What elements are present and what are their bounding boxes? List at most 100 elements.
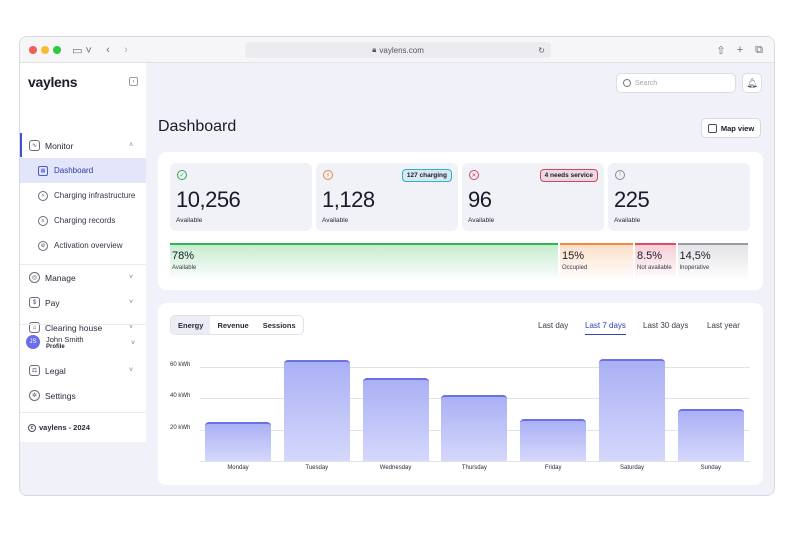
error-icon: ✕ — [469, 170, 479, 180]
charger-icon: ⚡︎ — [38, 191, 48, 201]
gear-icon: ✲ — [29, 390, 40, 401]
sidebar-item-pay[interactable]: $ Pay ˅ — [20, 291, 146, 314]
search-placeholder: Search — [635, 79, 658, 87]
stat-value: 96 — [468, 187, 492, 212]
reload-icon[interactable]: ↻ — [538, 45, 545, 55]
tab-revenue[interactable]: Revenue — [217, 320, 249, 330]
stat-inoperative[interactable]: ! 225 Available — [608, 163, 750, 231]
pay-icon: $ — [29, 297, 40, 308]
y-tick-label: 60 kWh — [170, 361, 191, 368]
stat-charging[interactable]: ⚡︎ 127 charging 1,128 Available — [316, 163, 458, 231]
logo: vaylens — [28, 74, 78, 90]
sidebar-item-clearing-house[interactable]: ⌂ Clearing house ˅ — [20, 316, 146, 339]
copyright-icon: c — [28, 423, 36, 432]
x-tick-label: Tuesday — [305, 465, 329, 471]
range-last-7-days[interactable]: Last 7 days — [585, 321, 626, 335]
records-icon: ≡ — [38, 216, 48, 226]
notifications-bell-icon[interactable]: 🔔︎ — [742, 73, 762, 93]
tabs-overview-icon[interactable]: ⧉ — [755, 43, 763, 56]
chevron-down-icon: ˅ — [129, 367, 134, 374]
clearing-house-icon: ⌂ — [29, 322, 40, 333]
segment-label: Not available — [637, 265, 672, 271]
map-icon — [707, 123, 717, 133]
segment-percent: 14,5% — [679, 250, 711, 262]
back-icon[interactable]: ‹ — [106, 44, 110, 56]
charging-icon: ⚡︎ — [323, 170, 333, 180]
monitor-icon: ∿ — [29, 140, 40, 151]
segment-label: Available — [172, 265, 197, 271]
x-tick-label: Friday — [544, 465, 562, 471]
stat-available[interactable]: ✓ 10,256 Available — [170, 163, 312, 231]
search-icon — [623, 79, 631, 87]
segment-percent: 15% — [562, 250, 585, 262]
dashboard-icon: ▦ — [38, 166, 48, 176]
y-tick-label: 20 kWh — [170, 424, 191, 431]
address-bar[interactable]: 🔒︎ vaylens.com ↻ — [245, 42, 551, 58]
sidebar-item-legal[interactable]: ⚖︎ Legal ˅ — [20, 359, 146, 382]
forward-icon[interactable]: › — [124, 44, 128, 56]
service-badge: 4 needs service — [539, 169, 598, 182]
tab-sessions[interactable]: Sessions — [262, 320, 296, 330]
new-tab-icon[interactable]: + — [736, 44, 744, 56]
x-tick-label: Thursday — [461, 465, 487, 471]
user-name[interactable]: John Smith — [46, 335, 84, 344]
sidebar-toggle-icon[interactable]: ▭ ˅ — [72, 44, 92, 57]
footer-text: vaylens - 2024 — [39, 423, 90, 432]
close-window-button[interactable] — [29, 46, 37, 54]
copyright-footer: c vaylens - 2024 — [28, 423, 90, 432]
sidebar-item-label: Charging infrastructure — [54, 191, 136, 200]
bar-monday[interactable] — [205, 421, 271, 461]
sidebar-item-label: Dashboard — [54, 166, 94, 175]
bar-wednesday[interactable] — [362, 377, 429, 461]
range-last-year[interactable]: Last year — [707, 321, 740, 330]
status-segment-not-available[interactable]: 8.5% Not available — [635, 243, 676, 277]
sidebar-item-label: Legal — [45, 365, 66, 376]
map-view-button[interactable]: Map view — [701, 118, 761, 138]
sidebar-item-monitor[interactable]: ∿ Monitor ˄ — [20, 134, 146, 157]
charging-badge: 127 charging — [401, 169, 452, 182]
sidebar-item-label: Charging records — [54, 216, 116, 225]
avatar[interactable]: JS — [26, 335, 40, 349]
gridline — [200, 366, 750, 368]
collapse-sidebar-icon[interactable]: ‹ — [129, 77, 138, 86]
bar-thursday[interactable] — [441, 395, 508, 461]
user-role: Profile — [46, 344, 65, 350]
info-icon: ! — [615, 170, 625, 180]
minimize-window-button[interactable] — [41, 46, 49, 54]
x-tick-label: Monday — [227, 465, 249, 471]
manage-icon: ◎ — [29, 272, 40, 283]
chevron-down-icon: ˅ — [129, 299, 134, 306]
stat-caption: Available — [322, 217, 349, 224]
range-last-30-days[interactable]: Last 30 days — [643, 321, 689, 330]
stat-service[interactable]: ✕ 4 needs service 96 Available — [462, 163, 604, 231]
share-icon[interactable]: ⇧ — [716, 44, 726, 57]
chevron-up-icon: ˄ — [129, 142, 134, 149]
sidebar-item-charging-records[interactable]: ≡ Charging records — [20, 208, 146, 233]
sidebar-item-label: Activation overview — [54, 241, 123, 250]
stat-caption: Available — [176, 217, 203, 224]
x-tick-label: Sunday — [700, 465, 721, 471]
status-segment-inoperative[interactable]: 14,5% Inoperative — [677, 243, 748, 277]
sidebar-item-manage[interactable]: ◎ Manage ˅ — [20, 266, 146, 289]
bar-sunday[interactable] — [677, 409, 744, 461]
user-menu-chevron-icon[interactable]: ˅ — [131, 340, 136, 347]
sidebar-item-label: Clearing house — [45, 322, 103, 333]
chevron-down-icon: ˅ — [129, 274, 134, 281]
sidebar-item-label: Pay — [45, 297, 60, 308]
sidebar-item-dashboard[interactable]: ▦ Dashboard — [20, 158, 146, 183]
browser-titlebar: ▭ ˅ ‹ › 🔒︎ vaylens.com ↻ ⇧ + ⧉ — [20, 37, 774, 63]
sidebar-item-settings[interactable]: ✲ Settings — [20, 384, 146, 407]
bar-friday[interactable] — [520, 418, 587, 461]
search-input[interactable]: Search — [616, 73, 736, 93]
sidebar: vaylens ‹ ∿ Monitor ˄ ▦ Dashboard ⚡︎ Cha… — [20, 63, 146, 442]
sidebar-item-activation-overview[interactable]: ⚙︎ Activation overview — [20, 233, 146, 258]
bar-tuesday[interactable] — [283, 360, 350, 461]
status-segment-occupied[interactable]: 15% Occupied — [560, 243, 633, 277]
sidebar-item-charging-infrastructure[interactable]: ⚡︎ Charging infrastructure — [20, 183, 146, 208]
status-segment-available[interactable]: 78% Available — [170, 243, 558, 277]
energy-chart-card: Energy Revenue Sessions Last day Last 7 … — [158, 303, 763, 485]
range-last-day[interactable]: Last day — [538, 321, 569, 330]
tab-energy[interactable]: Energy — [171, 316, 211, 334]
bar-saturday[interactable] — [599, 358, 665, 461]
maximize-window-button[interactable] — [53, 46, 61, 54]
